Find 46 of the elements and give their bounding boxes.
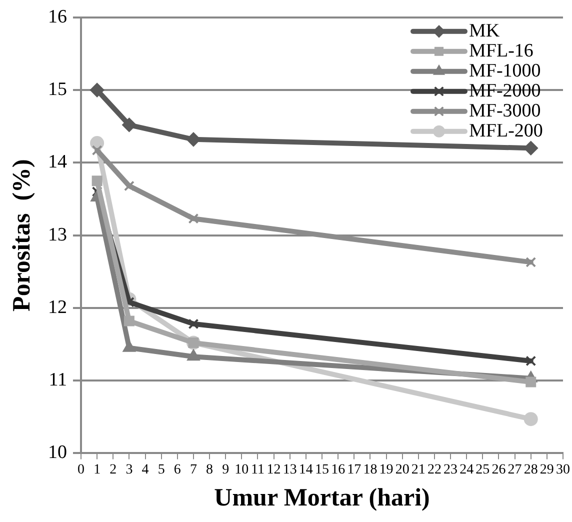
x-tick-label: 10 bbox=[234, 462, 249, 478]
legend-label: MFL-200 bbox=[469, 120, 543, 142]
legend-label: MF-1000 bbox=[469, 60, 541, 82]
x-tick-label: 8 bbox=[206, 462, 214, 478]
x-tick-label: 27 bbox=[508, 462, 522, 478]
y-tick-label: 13 bbox=[48, 224, 67, 246]
legend-label: MK bbox=[469, 20, 500, 42]
x-tick-label: 23 bbox=[444, 462, 458, 478]
legend-label: MFL-16 bbox=[469, 40, 534, 62]
x-tick-label: 28 bbox=[524, 462, 538, 478]
y-axis-title: Porositas (%) bbox=[8, 159, 36, 312]
x-tick-label: 20 bbox=[395, 462, 410, 478]
y-tick-label: 11 bbox=[48, 370, 67, 391]
x-tick-label: 24 bbox=[460, 462, 474, 478]
y-tick-label: 10 bbox=[48, 442, 67, 464]
y-tick-label: 12 bbox=[48, 296, 67, 318]
y-tick-label: 16 bbox=[48, 6, 67, 28]
x-tick-label: 19 bbox=[379, 462, 394, 478]
x-tick-label: 3 bbox=[126, 462, 133, 478]
y-tick-label: 14 bbox=[48, 152, 68, 173]
x-tick-label: 0 bbox=[78, 462, 84, 478]
x-tick-label: 9 bbox=[222, 462, 230, 478]
x-tick-label: 6 bbox=[174, 462, 181, 478]
x-tick-label: 18 bbox=[363, 462, 378, 478]
x-axis-title: Umur Mortar (hari) bbox=[214, 484, 430, 512]
x-tick-label: 29 bbox=[540, 462, 554, 478]
x-tick-label: 2 bbox=[110, 462, 117, 478]
x-tick-label: 5 bbox=[158, 462, 165, 478]
legend-label: MF-3000 bbox=[469, 100, 541, 122]
x-tick-label: 21 bbox=[411, 462, 426, 478]
x-tick-label: 30 bbox=[556, 462, 570, 478]
x-tick-label: 16 bbox=[331, 462, 346, 478]
y-tick-label: 15 bbox=[48, 79, 67, 100]
x-tick-label: 13 bbox=[282, 462, 297, 478]
x-tick-label: 15 bbox=[315, 462, 329, 478]
legend-label: MF-2000 bbox=[469, 80, 541, 102]
x-tick-label: 1 bbox=[94, 462, 101, 478]
x-tick-label: 26 bbox=[492, 462, 506, 478]
x-tick-label: 17 bbox=[347, 462, 362, 478]
x-tick-label: 4 bbox=[142, 462, 149, 478]
x-tick-label: 12 bbox=[266, 462, 281, 478]
x-tick-label: 7 bbox=[190, 462, 197, 478]
x-tick-label: 25 bbox=[476, 462, 490, 478]
x-tick-label: 14 bbox=[298, 462, 313, 478]
x-tick-label: 11 bbox=[250, 462, 264, 478]
x-tick-label: 22 bbox=[427, 462, 442, 478]
